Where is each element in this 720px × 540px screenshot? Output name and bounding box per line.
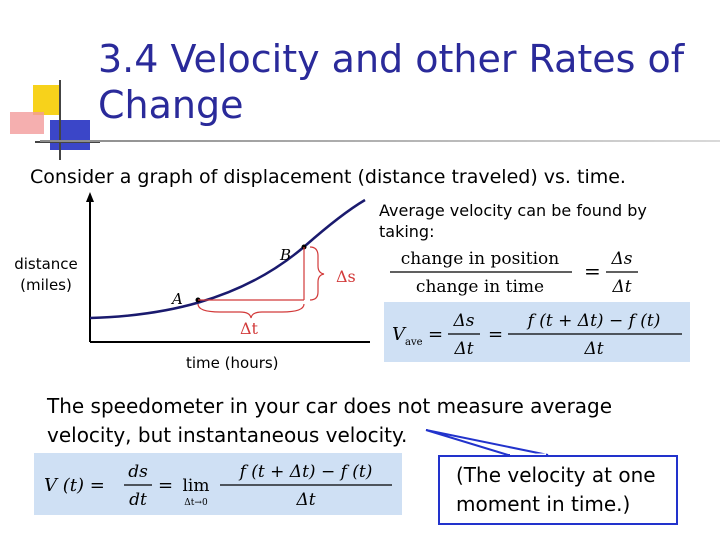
point-a-label: A — [170, 290, 183, 308]
subtitle: Consider a graph of displacement (distan… — [30, 166, 626, 188]
point-b-label: B — [279, 246, 291, 264]
delta-s-brace — [309, 246, 325, 301]
displacement-curve — [89, 198, 366, 320]
ratio-numerator: change in position — [401, 249, 559, 269]
decorative-squares — [10, 80, 100, 160]
average-velocity-text: Average velocity can be found by taking: — [379, 201, 647, 241]
vave-denominator: Δt — [583, 339, 603, 359]
delta-t-brace — [197, 303, 305, 319]
instantaneous-equation-box: V (t) = ds dt = lim Δt→0 f (t + Δt) − f … — [34, 453, 402, 515]
ratio-dt: Δt — [611, 277, 631, 297]
ratio-ds: Δs — [610, 249, 632, 269]
svg-text:=: = — [158, 475, 173, 496]
vave-fdiff: f (t + Δt) − f (t) — [526, 311, 661, 331]
delta-s-label: Δs — [336, 267, 356, 286]
title-line-2: Change — [98, 83, 244, 127]
y-axis-label: distance (miles) — [14, 255, 78, 294]
vave-v: V — [392, 324, 407, 345]
inst-ds: ds — [128, 462, 148, 482]
svg-text:=: = — [428, 324, 443, 345]
vave-sub: ave — [405, 337, 423, 348]
inst-lhs: V (t) = — [44, 475, 105, 496]
callout-box — [438, 455, 678, 525]
inst-numerator: f (t + Δt) − f (t) — [238, 462, 373, 482]
ratio-equation: change in position change in time = Δs Δ… — [390, 249, 638, 297]
inst-denominator: Δt — [295, 490, 315, 510]
displacement-graph: A B Δt Δs — [86, 192, 370, 343]
inst-lim: lim — [183, 476, 210, 496]
vave-dt: Δt — [453, 339, 473, 359]
y-axis-arrow — [86, 192, 94, 202]
delta-t-label: Δt — [240, 319, 259, 338]
title-divider — [40, 140, 720, 142]
vave-ds: Δs — [452, 311, 474, 331]
vave-equation-box: V ave = Δs Δt = f (t + Δt) − f (t) Δt — [384, 302, 690, 362]
callout-pointer — [425, 429, 549, 457]
title-line-1: 3.4 Velocity and other Rates of — [98, 37, 685, 81]
equals-sign: = — [584, 259, 601, 283]
inst-lim-sub: Δt→0 — [184, 498, 208, 508]
vave-equation: V ave = Δs Δt = f (t + Δt) − f (t) Δt — [392, 311, 682, 359]
callout-text: (The velocity at one moment in time.) — [456, 463, 656, 516]
instantaneous-equation: V (t) = ds dt = lim Δt→0 f (t + Δt) − f … — [44, 462, 392, 510]
ratio-denominator: change in time — [416, 277, 544, 297]
svg-text:=: = — [488, 324, 503, 345]
slide-title: 3.4 Velocity and other Rates of Change — [98, 36, 684, 128]
inst-dt: dt — [129, 490, 147, 510]
x-axis-label: time (hours) — [186, 354, 279, 372]
speedometer-text: The speedometer in your car does not mea… — [47, 394, 613, 447]
